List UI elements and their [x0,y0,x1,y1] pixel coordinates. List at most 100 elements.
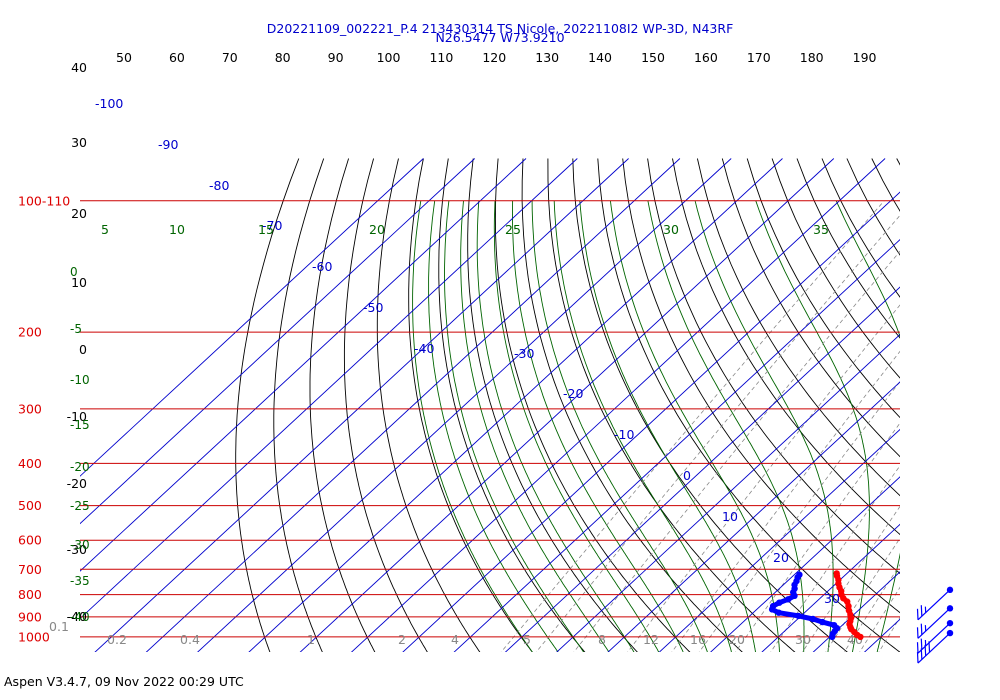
moist-adiabat [835,200,900,652]
dry-adiabat [771,158,900,379]
dry-adiabat [947,159,1000,656]
pressure-label: 800 [18,587,42,602]
wind-barb-flag [916,608,919,620]
wind-barb-flag [920,623,923,635]
isotherm-label: -100 [95,96,123,111]
moist-adiabat-label: 10 [169,222,185,237]
dry-adiabat [572,158,848,652]
isotherm-label: -90 [158,137,178,152]
mixing-ratio-label: 0.2 [107,632,127,647]
pressure-label: 700 [18,562,42,577]
left-black-label: -20 [67,476,87,491]
left-black-label: -10 [67,409,87,424]
top-axis-label: 190 [853,50,877,65]
mixing-ratio-label: 20 [729,632,745,647]
wind-barb [916,605,954,639]
mixing-ratio-label: 12 [643,632,659,647]
mixing-ratio-line [770,465,900,652]
left-green-label: -40 [70,610,90,624]
pressure-label: 100-110 [18,193,70,208]
isotherm-line [453,239,900,652]
isotherm-label: 10 [722,509,738,524]
isotherm-line [863,618,900,652]
isotherm-line [556,333,900,652]
wind-barb [916,619,954,654]
title-line2: N26.5477 W73.9210 [435,30,564,45]
moist-adiabat [428,200,559,652]
moist-adiabat [901,201,975,655]
wind-barb [916,586,954,621]
isotherm-line [964,159,1000,656]
pressure-label: 400 [18,456,42,471]
mixing-ratio-label: 30 [795,632,811,647]
moist-adiabat [609,200,781,652]
dry-adiabat [408,158,533,652]
left-black-label: -40 [67,609,87,624]
wind-barb-staff [917,607,951,639]
dry-adiabat [494,158,691,652]
isotherm-line [402,191,900,652]
wind-barb-flag [916,652,919,664]
chart-profiles [768,570,864,641]
mixing-ratio-label: 1 [307,632,315,647]
dry-adiabat [273,158,325,652]
moist-adiabat [926,201,1000,655]
top-axis-label: 50 [116,50,132,65]
pressure-label: 1000 [18,629,50,644]
dewpoint-profile-point [830,622,838,629]
mixing-ratio-label: 0.1 [49,619,69,634]
wind-barb-flag [920,648,923,660]
top-axis-label: 160 [694,50,718,65]
dry-adiabat [746,158,900,419]
isotherm-line [145,158,681,652]
pressure-label: 200 [18,325,42,340]
dewpoint-profile-point [769,602,777,610]
left-black-label: 30 [71,135,87,150]
top-axis-label: 80 [275,50,291,65]
isotherm-label: -80 [209,178,229,193]
dry-adiabat [922,159,1000,656]
wind-barbs [916,586,954,664]
moist-adiabat-label: 15 [258,222,274,237]
mixing-ratio-label: 2 [398,632,406,647]
isotherm-line [658,428,900,652]
mixing-ratio-line [802,505,900,652]
dewpoint-profile-point [775,609,782,616]
top-axis-label: 170 [747,50,771,65]
isotherm-label: -20 [563,386,583,401]
top-axis-label: 90 [328,50,344,65]
isotherm-label: -60 [312,259,332,274]
dewpoint-profile-point [785,596,792,603]
left-green-label: -25 [70,499,90,513]
isotherm-label: -70 [262,218,282,233]
left-green-label: -5 [70,322,82,336]
dewpoint-profile-point [776,599,783,606]
dry-adiabat [672,158,900,536]
isotherm-label: -50 [363,300,383,315]
left-black-label: 0 [79,342,87,357]
dry-adiabat [438,158,586,652]
mixing-ratio-label: 16 [690,632,706,647]
mixing-ratio-line [627,304,900,652]
isotherm-line [913,159,1000,656]
dry-adiabat [846,158,900,256]
dewpoint-profile-point [819,618,826,626]
isotherm-label: -40 [414,341,434,356]
pressure-label: 500 [18,498,42,513]
left-green-label: -35 [70,574,90,588]
chart-grid [80,158,1000,656]
moist-adiabat [493,200,660,652]
isotherm-line [80,158,578,620]
isotherm-line [248,158,783,652]
wind-barb-staff [917,589,951,621]
left-green-label: -30 [70,538,90,552]
top-axis-label: 140 [588,50,612,65]
left-black-label: 10 [71,275,87,290]
mixing-ratio-line [903,201,1000,655]
moist-adiabat [512,200,684,652]
top-axis-label: 110 [429,50,453,65]
title-line1: D20221109_002221_P.4 213430314 TS Nicole… [267,21,734,36]
isotherm-line [80,158,476,525]
mixing-ratio-label: 5 [523,632,531,647]
pressure-label: 600 [18,533,42,548]
